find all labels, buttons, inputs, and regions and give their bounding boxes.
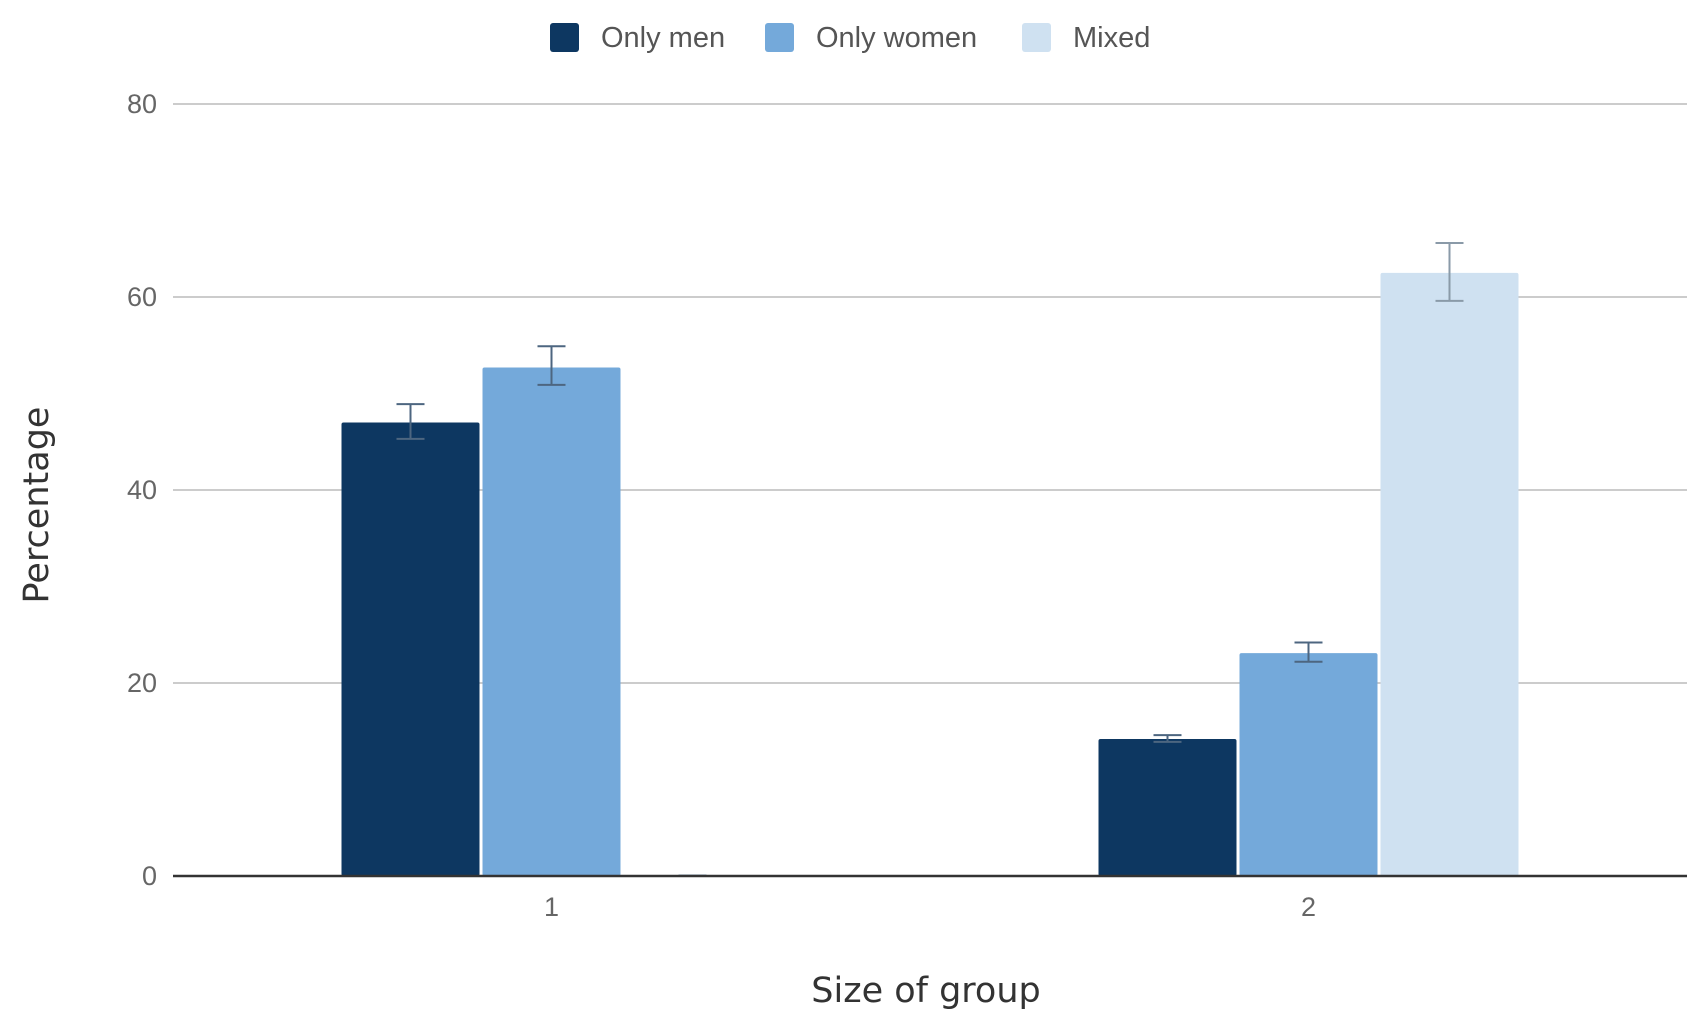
bar bbox=[341, 422, 480, 876]
bar bbox=[1239, 653, 1378, 876]
legend-item: Only men bbox=[550, 22, 725, 54]
y-axis-title: Percentage bbox=[17, 407, 57, 604]
x-tick-label: 1 bbox=[544, 892, 559, 922]
legend-label: Mixed bbox=[1073, 22, 1150, 54]
error-bars bbox=[396, 241, 1464, 743]
y-axis-ticks: 0 20 40 60 80 bbox=[127, 89, 157, 891]
y-tick-label: 80 bbox=[127, 89, 157, 119]
legend: Only men Only women Mixed bbox=[550, 22, 1150, 54]
y-tick-label: 0 bbox=[142, 861, 157, 891]
legend-label: Only men bbox=[601, 22, 725, 54]
bar bbox=[482, 367, 621, 876]
legend-item: Mixed bbox=[1022, 22, 1150, 54]
y-tick-label: 20 bbox=[127, 668, 157, 698]
legend-label: Only women bbox=[816, 22, 977, 54]
y-tick-label: 60 bbox=[127, 282, 157, 312]
legend-swatch bbox=[550, 23, 579, 52]
x-tick-label: 2 bbox=[1301, 892, 1316, 922]
bars bbox=[341, 272, 1519, 876]
legend-swatch bbox=[765, 23, 794, 52]
bar bbox=[1380, 272, 1519, 876]
y-tick-label: 40 bbox=[127, 475, 157, 505]
legend-item: Only women bbox=[765, 22, 977, 54]
bar bbox=[1098, 738, 1237, 876]
x-axis-title: Size of group bbox=[811, 971, 1040, 1011]
legend-swatch bbox=[1022, 23, 1051, 52]
